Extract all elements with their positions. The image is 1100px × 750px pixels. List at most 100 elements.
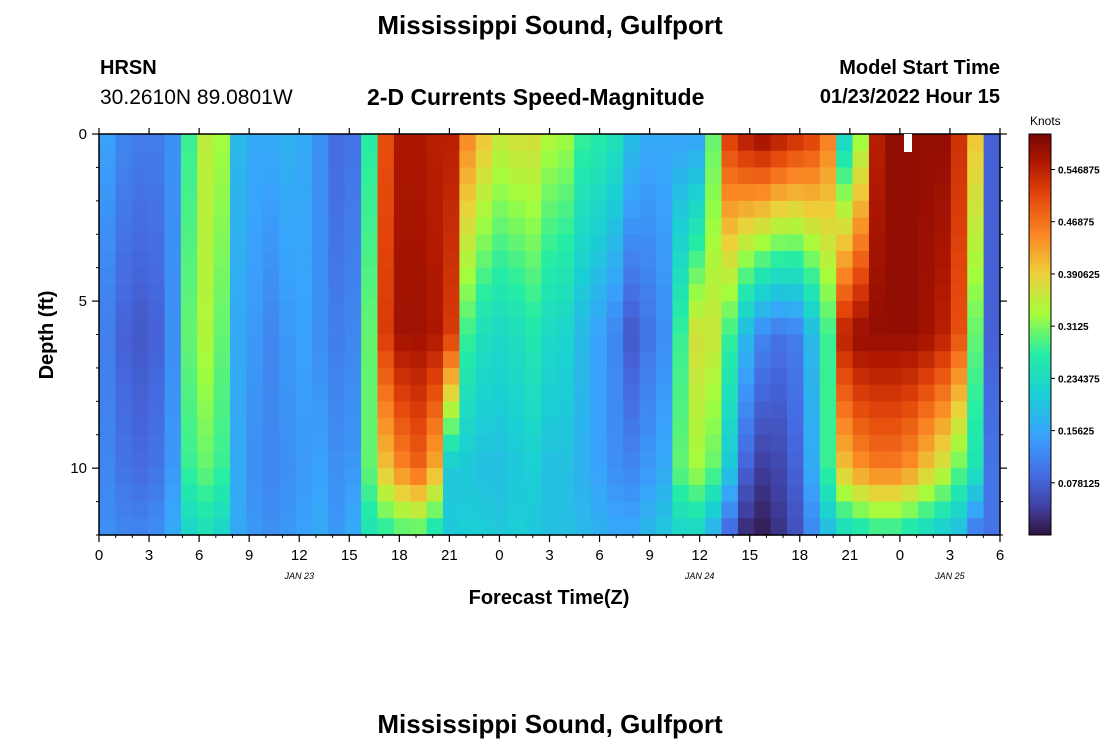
heatmap-cell [557,351,575,369]
heatmap-cell [557,518,575,536]
heatmap-cell [885,434,903,453]
heatmap-cell [197,351,215,369]
heatmap-cell [787,401,805,419]
heatmap-cell [574,134,592,152]
heatmap-cell [672,434,690,453]
heatmap-cell [393,501,411,519]
heatmap-cell [934,184,952,202]
heatmap-cell [901,184,919,202]
heatmap-cell [639,301,657,319]
heatmap-cell [262,301,280,319]
heatmap-cell [819,434,837,453]
heatmap-cell [262,234,280,252]
heatmap-cell [852,384,870,402]
heatmap-cell [688,150,706,169]
heatmap-cell [99,250,116,269]
heatmap-cell [639,334,657,352]
heatmap-cell [459,501,477,519]
heatmap-cell [246,184,264,202]
heatmap-cell [655,150,673,169]
heatmap-cell [377,484,395,503]
heatmap-cell [295,468,313,486]
heatmap-cell [492,367,510,386]
heatmap-cell [213,284,231,302]
heatmap-cell [770,334,788,352]
heatmap-cell [950,351,968,369]
heatmap-cell [131,501,149,519]
y-tick-label: 10 [70,460,87,477]
x-tick-label: 21 [841,547,858,564]
heatmap-cell [279,384,297,402]
heatmap-cell [377,418,395,436]
heatmap-cell [541,401,559,419]
heatmap-cell [164,434,182,453]
heatmap-cell [459,284,477,302]
heatmap-cell [295,217,313,235]
heatmap-cell [311,250,329,269]
heatmap-cell [950,234,968,252]
heatmap-cell [918,484,936,503]
heatmap-cell [131,301,149,319]
heatmap-cell [655,434,673,453]
heatmap-cell [443,451,460,469]
heatmap-cell [262,351,280,369]
heatmap-cell [230,284,248,302]
heatmap-cell [623,134,641,152]
heatmap-cell [770,484,788,503]
heatmap-cell [836,501,854,519]
heatmap-cell [295,418,313,436]
heatmap-cell [868,451,886,469]
heatmap-cell [688,167,706,185]
heatmap-cell [99,184,116,202]
heatmap-cell [950,484,968,503]
heatmap-cell [574,284,592,302]
heatmap-cell [836,284,854,302]
heatmap-cell [606,184,624,202]
heatmap-cell [623,434,641,453]
heatmap-cell [475,250,493,269]
heatmap-cell [377,384,395,402]
heatmap-cell [901,217,919,235]
heatmap-cell [393,267,411,285]
heatmap-cell [393,367,411,386]
x-tick-label: 18 [391,547,408,564]
heatmap-cell [246,468,264,486]
heatmap-cell [426,284,444,302]
heatmap-cell [115,501,133,519]
heatmap-cell [557,134,575,152]
heatmap-cell [754,200,772,219]
heatmap-cell [983,200,1001,219]
heatmap-cell [574,451,592,469]
heatmap-cell [393,150,411,169]
heatmap-cell [148,317,166,336]
heatmap-cell [754,167,772,185]
heatmap-cell [344,384,362,402]
heatmap-cell [590,401,608,419]
heatmap-cell [852,150,870,169]
heatmap-cell [754,367,772,386]
heatmap-cell [705,217,723,235]
heatmap-cell [115,334,133,352]
heatmap-cell [361,468,379,486]
heatmap-cell [967,234,985,252]
heatmap-cell [311,301,329,319]
heatmap-cell [606,134,624,152]
heatmap-cell [852,501,870,519]
heatmap-cell [983,468,1001,486]
heatmap-cell [934,234,952,252]
heatmap-cell [213,150,231,169]
heatmap-cell [836,301,854,319]
heatmap-cell [279,484,297,503]
heatmap-cell [803,468,821,486]
heatmap-cell [148,250,166,269]
heatmap-cell [639,518,657,536]
heatmap-cell [672,334,690,352]
heatmap-cell [99,518,116,536]
heatmap-cell [623,317,641,336]
heatmap-cell [983,518,1001,536]
heatmap-cell [508,351,526,369]
heatmap-cell [655,284,673,302]
heatmap-cell [901,150,919,169]
heatmap-cell [115,234,133,252]
heatmap-cell [131,334,149,352]
